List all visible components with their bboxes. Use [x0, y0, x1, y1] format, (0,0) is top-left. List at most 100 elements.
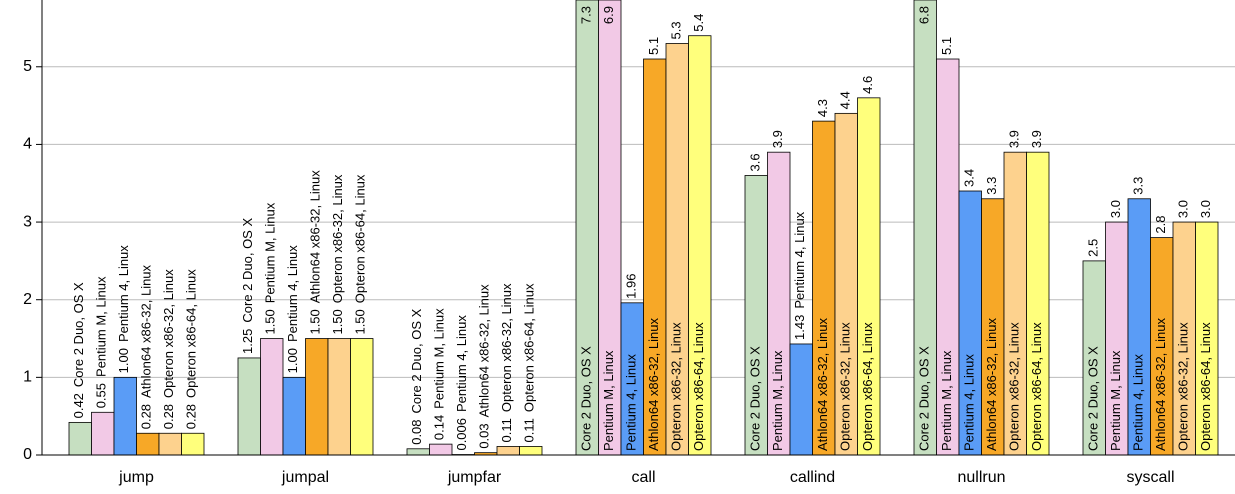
y-tick-label: 1 — [23, 369, 32, 386]
value-label: 3.9 — [770, 130, 785, 148]
value-label: 5.1 — [646, 37, 661, 55]
bar — [260, 338, 284, 456]
series-label: Opteron x86-32, Linux — [1007, 322, 1022, 451]
value-label: 0.28 — [184, 404, 199, 429]
value-label: 1.25 — [241, 329, 256, 354]
bar-annotation: 1.00 Pentium 4, Linux — [286, 245, 301, 374]
bar-annotation: 0.11 Opteron x86-64, Linux — [522, 283, 537, 442]
bar-annotation: 0.42 Core 2 Duo, OS X — [72, 282, 87, 418]
value-label: 1.00 — [286, 348, 301, 373]
bar-annotation: 0.14 Pentium M, Linux — [432, 308, 447, 440]
series-label: Pentium 4, Linux — [962, 354, 977, 451]
series-label: Opteron x86-32, Linux — [331, 174, 346, 303]
series-label: Opteron x86-64, Linux — [522, 283, 537, 412]
value-label: 3.6 — [748, 153, 763, 171]
series-label: Opteron x86-32, Linux — [500, 283, 515, 412]
value-label: 1.50 — [331, 309, 346, 334]
bar-annotation: 1.50 Opteron x86-32, Linux — [331, 174, 346, 334]
value-label: 6.9 — [601, 6, 616, 24]
series-label: Pentium M, Linux — [432, 308, 447, 409]
series-label: Core 2 Duo, OS X — [917, 346, 932, 451]
bar — [136, 432, 160, 456]
y-tick-label: 0 — [23, 446, 32, 463]
value-label: 5.4 — [691, 14, 706, 32]
x-tick-label: callind — [790, 469, 835, 486]
value-label: 2.5 — [1086, 239, 1101, 257]
y-tick-label: 5 — [23, 58, 32, 75]
bar-annotation: 0.55 Pentium M, Linux — [94, 276, 109, 408]
value-label: 3.3 — [984, 177, 999, 195]
series-label: Core 2 Duo, OS X — [748, 346, 763, 451]
bar — [327, 338, 351, 456]
value-label: 1.96 — [624, 274, 639, 299]
series-label: Athlon64 x86-32, Linux — [984, 318, 999, 451]
bar — [158, 432, 182, 456]
x-tick-label: jump — [118, 469, 154, 486]
series-label: Athlon64 x86-32, Linux — [815, 318, 830, 451]
bar-annotation: 0.28 Opteron x86-64, Linux — [184, 269, 199, 429]
value-label: 0.03 — [477, 423, 492, 448]
value-label: 3.0 — [1176, 200, 1191, 218]
value-label: 4.3 — [815, 99, 830, 117]
series-label: Pentium 4, Linux — [455, 315, 470, 412]
series-label: Pentium 4, Linux — [117, 245, 132, 342]
series-label: Pentium M, Linux — [770, 350, 785, 451]
bar — [237, 357, 261, 456]
value-label: 0.28 — [139, 404, 154, 429]
series-label: Opteron x86-64, Linux — [691, 322, 706, 451]
bar-annotation: 0.11 Opteron x86-32, Linux — [500, 283, 515, 442]
value-label: 0.11 — [522, 418, 537, 442]
value-label: 0.08 — [410, 419, 425, 444]
series-label: Opteron x86-32, Linux — [838, 322, 853, 451]
value-label: 0.14 — [432, 415, 447, 440]
series-label: Pentium 4, Linux — [793, 211, 808, 308]
value-label: 2.8 — [1153, 216, 1168, 234]
value-label: 7.3 — [579, 6, 594, 24]
series-label: Pentium 4, Linux — [286, 245, 301, 342]
bar-annotation: 1.50 Athlon64 x86-32, Linux — [308, 170, 323, 335]
value-label: 0.55 — [94, 383, 109, 408]
value-label: 1.00 — [117, 348, 132, 373]
series-label: Athlon64 x86-32, Linux — [308, 170, 323, 303]
x-tick-label: call — [631, 469, 655, 486]
x-tick-label: jumpal — [281, 469, 329, 486]
series-label: Pentium M, Linux — [601, 350, 616, 451]
bar — [519, 446, 543, 456]
series-label: Opteron x86-64, Linux — [860, 322, 875, 451]
series-label: Opteron x86-64, Linux — [1198, 322, 1213, 451]
bar-annotation: 0.08 Core 2 Duo, OS X — [410, 308, 425, 444]
series-label: Athlon64 x86-32, Linux — [477, 284, 492, 417]
bar-annotation: 1.50 Opteron x86-64, Linux — [353, 174, 368, 334]
value-label: 3.4 — [962, 169, 977, 187]
value-label: 3.9 — [1029, 130, 1044, 148]
bar-annotation: 0.03 Athlon64 x86-32, Linux — [477, 284, 492, 449]
bar — [68, 421, 92, 456]
series-label: Core 2 Duo, OS X — [241, 218, 256, 323]
bar-annotation: 1.25 Core 2 Duo, OS X — [241, 218, 256, 354]
bar-annotation: 1.43 Pentium 4, Linux — [793, 211, 808, 340]
bar — [429, 443, 453, 456]
value-label: 4.6 — [860, 76, 875, 94]
series-label: Opteron x86-32, Linux — [669, 322, 684, 451]
series-label: Pentium M, Linux — [263, 202, 278, 303]
value-label: 0.42 — [72, 393, 87, 418]
bar-annotation: 1.50 Pentium M, Linux — [263, 202, 278, 334]
bar — [496, 446, 520, 456]
value-label: 1.50 — [308, 309, 323, 334]
series-label: Core 2 Duo, OS X — [1086, 346, 1101, 451]
y-tick-label: 4 — [23, 136, 32, 153]
value-label: 1.50 — [353, 309, 368, 334]
bar — [406, 448, 430, 456]
bar — [789, 343, 813, 456]
series-label: Pentium 4, Linux — [1131, 354, 1146, 451]
value-label: 3.0 — [1198, 200, 1213, 218]
y-tick-label: 3 — [23, 213, 32, 230]
x-tick-label: jumpfar — [447, 469, 502, 486]
bar — [113, 376, 137, 456]
bar — [181, 432, 205, 456]
bar — [282, 376, 306, 456]
value-label: 1.50 — [263, 309, 278, 334]
value-label: 3.9 — [1007, 130, 1022, 148]
value-label: 5.1 — [939, 37, 954, 55]
series-label: Opteron x86-32, Linux — [1176, 322, 1191, 451]
